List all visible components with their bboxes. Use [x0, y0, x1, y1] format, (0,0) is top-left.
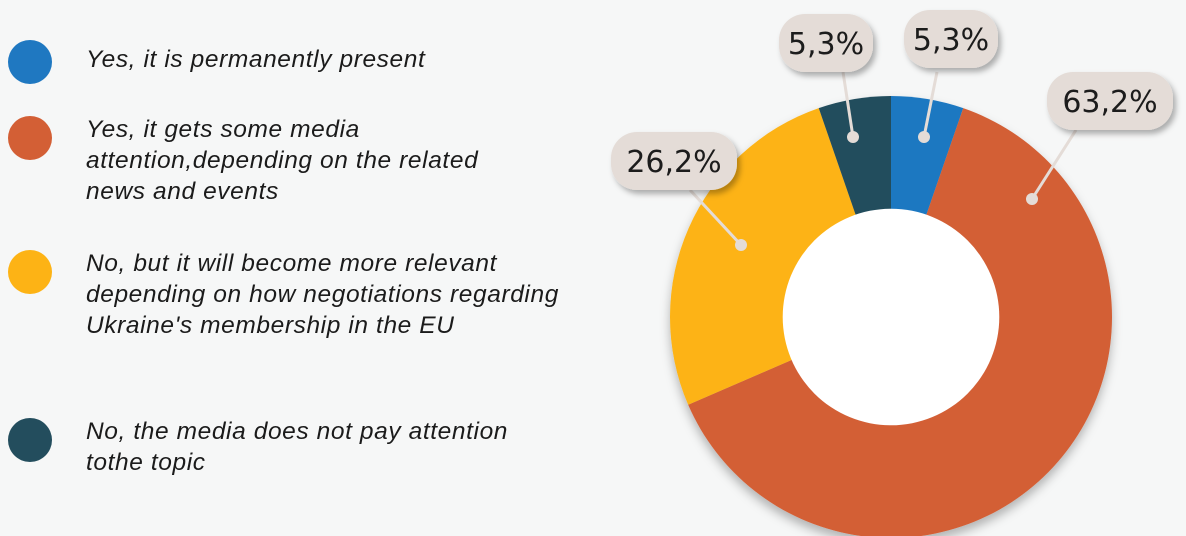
legend-item-permanently-present: Yes, it is permanently present [8, 38, 586, 84]
legend-label: Yes, it is permanently present [86, 46, 426, 73]
chart-legend: Yes, it is permanently present Yes, it g… [8, 38, 586, 478]
legend-item-become-relevant: No, but it will become more relevant dep… [8, 248, 586, 341]
legend-label: No, the media does not pay attention tot… [86, 418, 509, 476]
leader-dot [918, 131, 930, 143]
legend-swatch-dark [8, 418, 52, 462]
data-label-bubble [779, 14, 873, 72]
donut-hole [782, 208, 1000, 426]
slice-labels: 5,3% 63,2% 26,2% 5,3% [611, 10, 1173, 251]
leader-dot [847, 131, 859, 143]
leader-dot [735, 239, 747, 251]
leader-line [1030, 129, 1078, 200]
leader-dot [1026, 193, 1038, 205]
data-label-bubble [611, 132, 737, 190]
leader-line [922, 71, 939, 138]
legend-swatch-yellow [8, 250, 52, 294]
data-label-bubble [904, 10, 998, 68]
legend-item-no-attention: No, the media does not pay attention tot… [8, 416, 526, 478]
legend-label: No, but it will become more relevant dep… [86, 250, 559, 339]
data-label-bubble [1047, 72, 1173, 130]
legend-item-some-attention: Yes, it gets some media attention,depend… [8, 114, 496, 207]
legend-swatch-blue [8, 40, 52, 84]
data-label: 63,2% [1062, 85, 1157, 120]
data-label: 26,2% [626, 145, 721, 180]
data-label: 5,3% [913, 23, 989, 58]
legend-label: Yes, it gets some media attention,depend… [86, 116, 479, 205]
data-label: 5,3% [788, 27, 864, 62]
legend-swatch-orange [8, 116, 52, 160]
leader-line [841, 71, 855, 138]
leader-line [688, 188, 743, 247]
